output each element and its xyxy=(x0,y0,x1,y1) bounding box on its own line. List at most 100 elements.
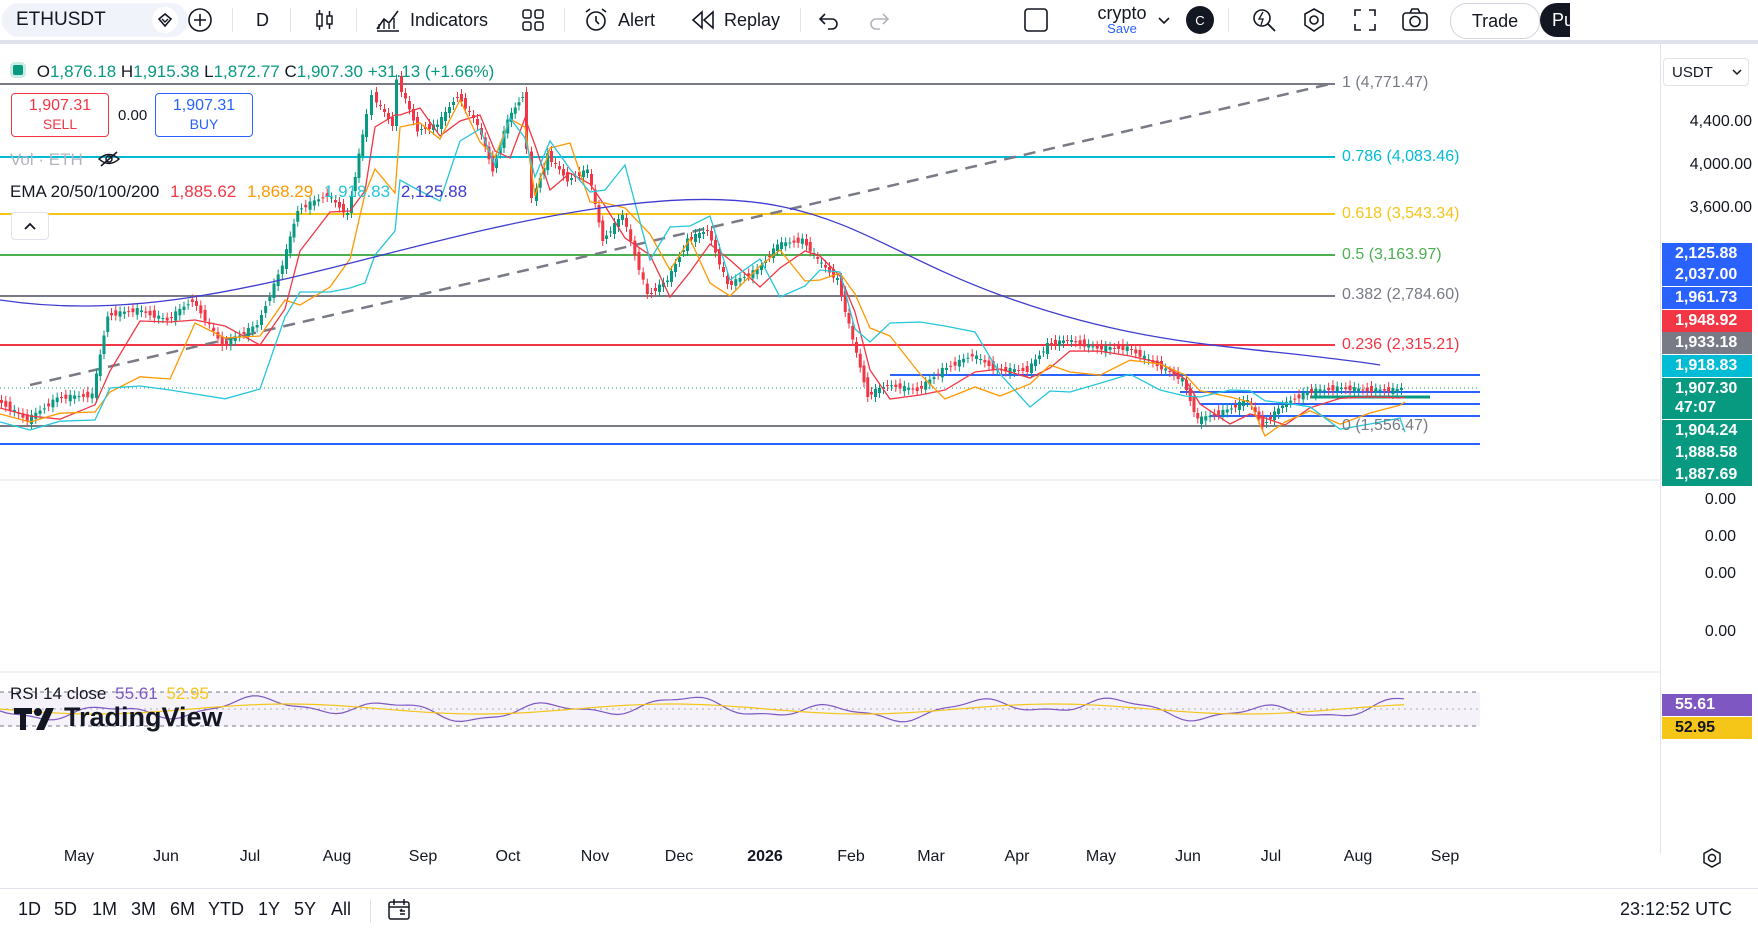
candle xyxy=(207,323,211,325)
buy-button[interactable]: 1,907.31 BUY xyxy=(155,93,253,137)
price-tick: 3,600.00 xyxy=(1689,199,1752,216)
volume-legend[interactable]: Vol · ETH xyxy=(10,150,121,173)
candle xyxy=(932,377,936,379)
camera-snapshot-icon[interactable] xyxy=(1400,0,1430,40)
candle xyxy=(238,335,242,337)
utc-clock[interactable]: 23:12:52 UTC xyxy=(1620,899,1733,919)
candle xyxy=(216,332,220,339)
candle xyxy=(550,151,553,162)
candle xyxy=(1017,370,1021,371)
candle xyxy=(800,238,804,244)
candle xyxy=(570,178,573,180)
tradingview-logo-icon xyxy=(14,707,54,730)
candle xyxy=(1273,411,1276,420)
candle xyxy=(1164,368,1168,371)
candle xyxy=(140,310,143,312)
fib-level-0618: 0.618 (3,543.34) xyxy=(1342,205,1460,222)
range-1y[interactable]: 1Y xyxy=(258,899,281,919)
candle xyxy=(1253,407,1257,412)
candle xyxy=(456,97,459,98)
replay-button[interactable]: Replay xyxy=(690,0,780,40)
ema-100-line xyxy=(0,116,1406,433)
replay-rewind-icon xyxy=(691,10,714,30)
range-1d[interactable]: 1D xyxy=(18,899,42,919)
candle xyxy=(118,311,122,317)
candle xyxy=(1134,349,1138,354)
layout-square-icon[interactable] xyxy=(1022,0,1050,40)
range-3m[interactable]: 3M xyxy=(131,899,157,919)
candle xyxy=(521,97,525,98)
candle xyxy=(738,278,742,282)
symbol-badge-icon[interactable] xyxy=(152,7,178,33)
candle xyxy=(1204,416,1208,421)
currency-select[interactable]: USDT xyxy=(1663,58,1749,86)
layouts-grid-icon[interactable] xyxy=(520,0,546,40)
candle xyxy=(874,389,877,397)
candle xyxy=(1293,398,1297,400)
candle xyxy=(1242,401,1245,406)
ema-legend[interactable]: EMA 20/50/100/200 1,885.62 1,868.29 1,91… xyxy=(10,182,467,202)
candle xyxy=(1038,355,1041,359)
candle xyxy=(436,124,439,127)
candle xyxy=(1021,368,1025,371)
settings-gear-icon[interactable] xyxy=(1300,0,1328,40)
candle xyxy=(391,117,394,126)
candle xyxy=(1168,371,1172,372)
candle xyxy=(1257,411,1261,420)
quick-search-icon[interactable] xyxy=(1250,0,1278,40)
candle xyxy=(51,399,55,408)
rsi-legend[interactable]: RSI 14 close 55.61 52.95 xyxy=(10,684,209,704)
trade-button[interactable]: Trade xyxy=(1450,3,1540,39)
sell-label: SELL xyxy=(42,116,78,132)
candle xyxy=(106,316,110,332)
candle xyxy=(641,272,645,280)
collapse-legend-button[interactable] xyxy=(11,212,49,240)
layout-name-button[interactable]: crypto Save xyxy=(1062,0,1182,40)
alert-button[interactable]: Alert xyxy=(582,0,655,40)
candle xyxy=(633,240,637,256)
fullscreen-icon[interactable] xyxy=(1352,0,1378,40)
candle xyxy=(836,278,839,280)
candle xyxy=(1208,415,1212,418)
chevron-down-icon[interactable] xyxy=(1156,0,1172,40)
candle xyxy=(0,400,3,403)
avatar[interactable]: C xyxy=(1186,6,1214,34)
publish-button[interactable]: Pu xyxy=(1540,3,1570,37)
sell-button[interactable]: 1,907.31 SELL xyxy=(11,93,109,137)
price-label-tag: 1,961.73 xyxy=(1662,287,1752,309)
price-chart[interactable] xyxy=(0,44,1660,854)
candles-chart-type-icon[interactable] xyxy=(312,0,338,40)
candle xyxy=(554,163,557,164)
indicators-icon xyxy=(376,10,399,32)
range-1m[interactable]: 1M xyxy=(92,899,118,919)
candle xyxy=(780,242,783,249)
symbol-search[interactable]: ETHUSDT xyxy=(2,3,188,37)
fib-level-1: 1 (4,771.47) xyxy=(1342,74,1429,91)
indicators-button[interactable]: Indicators xyxy=(374,0,488,40)
time-axis-settings-icon[interactable] xyxy=(1700,846,1724,875)
range-all[interactable]: All xyxy=(331,899,352,919)
candle xyxy=(178,309,182,316)
candle xyxy=(1285,401,1288,407)
candle xyxy=(330,197,333,199)
candle xyxy=(1378,389,1382,391)
ohlc-high: 1,915.38 xyxy=(133,62,200,81)
candle xyxy=(1400,388,1403,390)
range-5d[interactable]: 5D xyxy=(54,899,78,919)
range-5y[interactable]: 5Y xyxy=(294,899,317,919)
redo-icon[interactable] xyxy=(866,0,892,40)
candle xyxy=(962,358,966,363)
interval-button[interactable]: D xyxy=(256,9,269,30)
eye-crossed-icon[interactable] xyxy=(97,150,121,173)
candle xyxy=(476,119,479,125)
candle xyxy=(566,172,569,182)
candle xyxy=(102,335,106,354)
compare-add-icon[interactable] xyxy=(186,0,214,40)
range-ytd[interactable]: YTD xyxy=(208,899,244,919)
candle xyxy=(862,365,866,383)
price-tick: 4,000.00 xyxy=(1689,156,1752,173)
candle xyxy=(203,309,207,321)
undo-icon[interactable] xyxy=(816,0,842,40)
date-range-calendar-icon[interactable] xyxy=(386,897,412,928)
range-6m[interactable]: 6M xyxy=(170,899,196,919)
